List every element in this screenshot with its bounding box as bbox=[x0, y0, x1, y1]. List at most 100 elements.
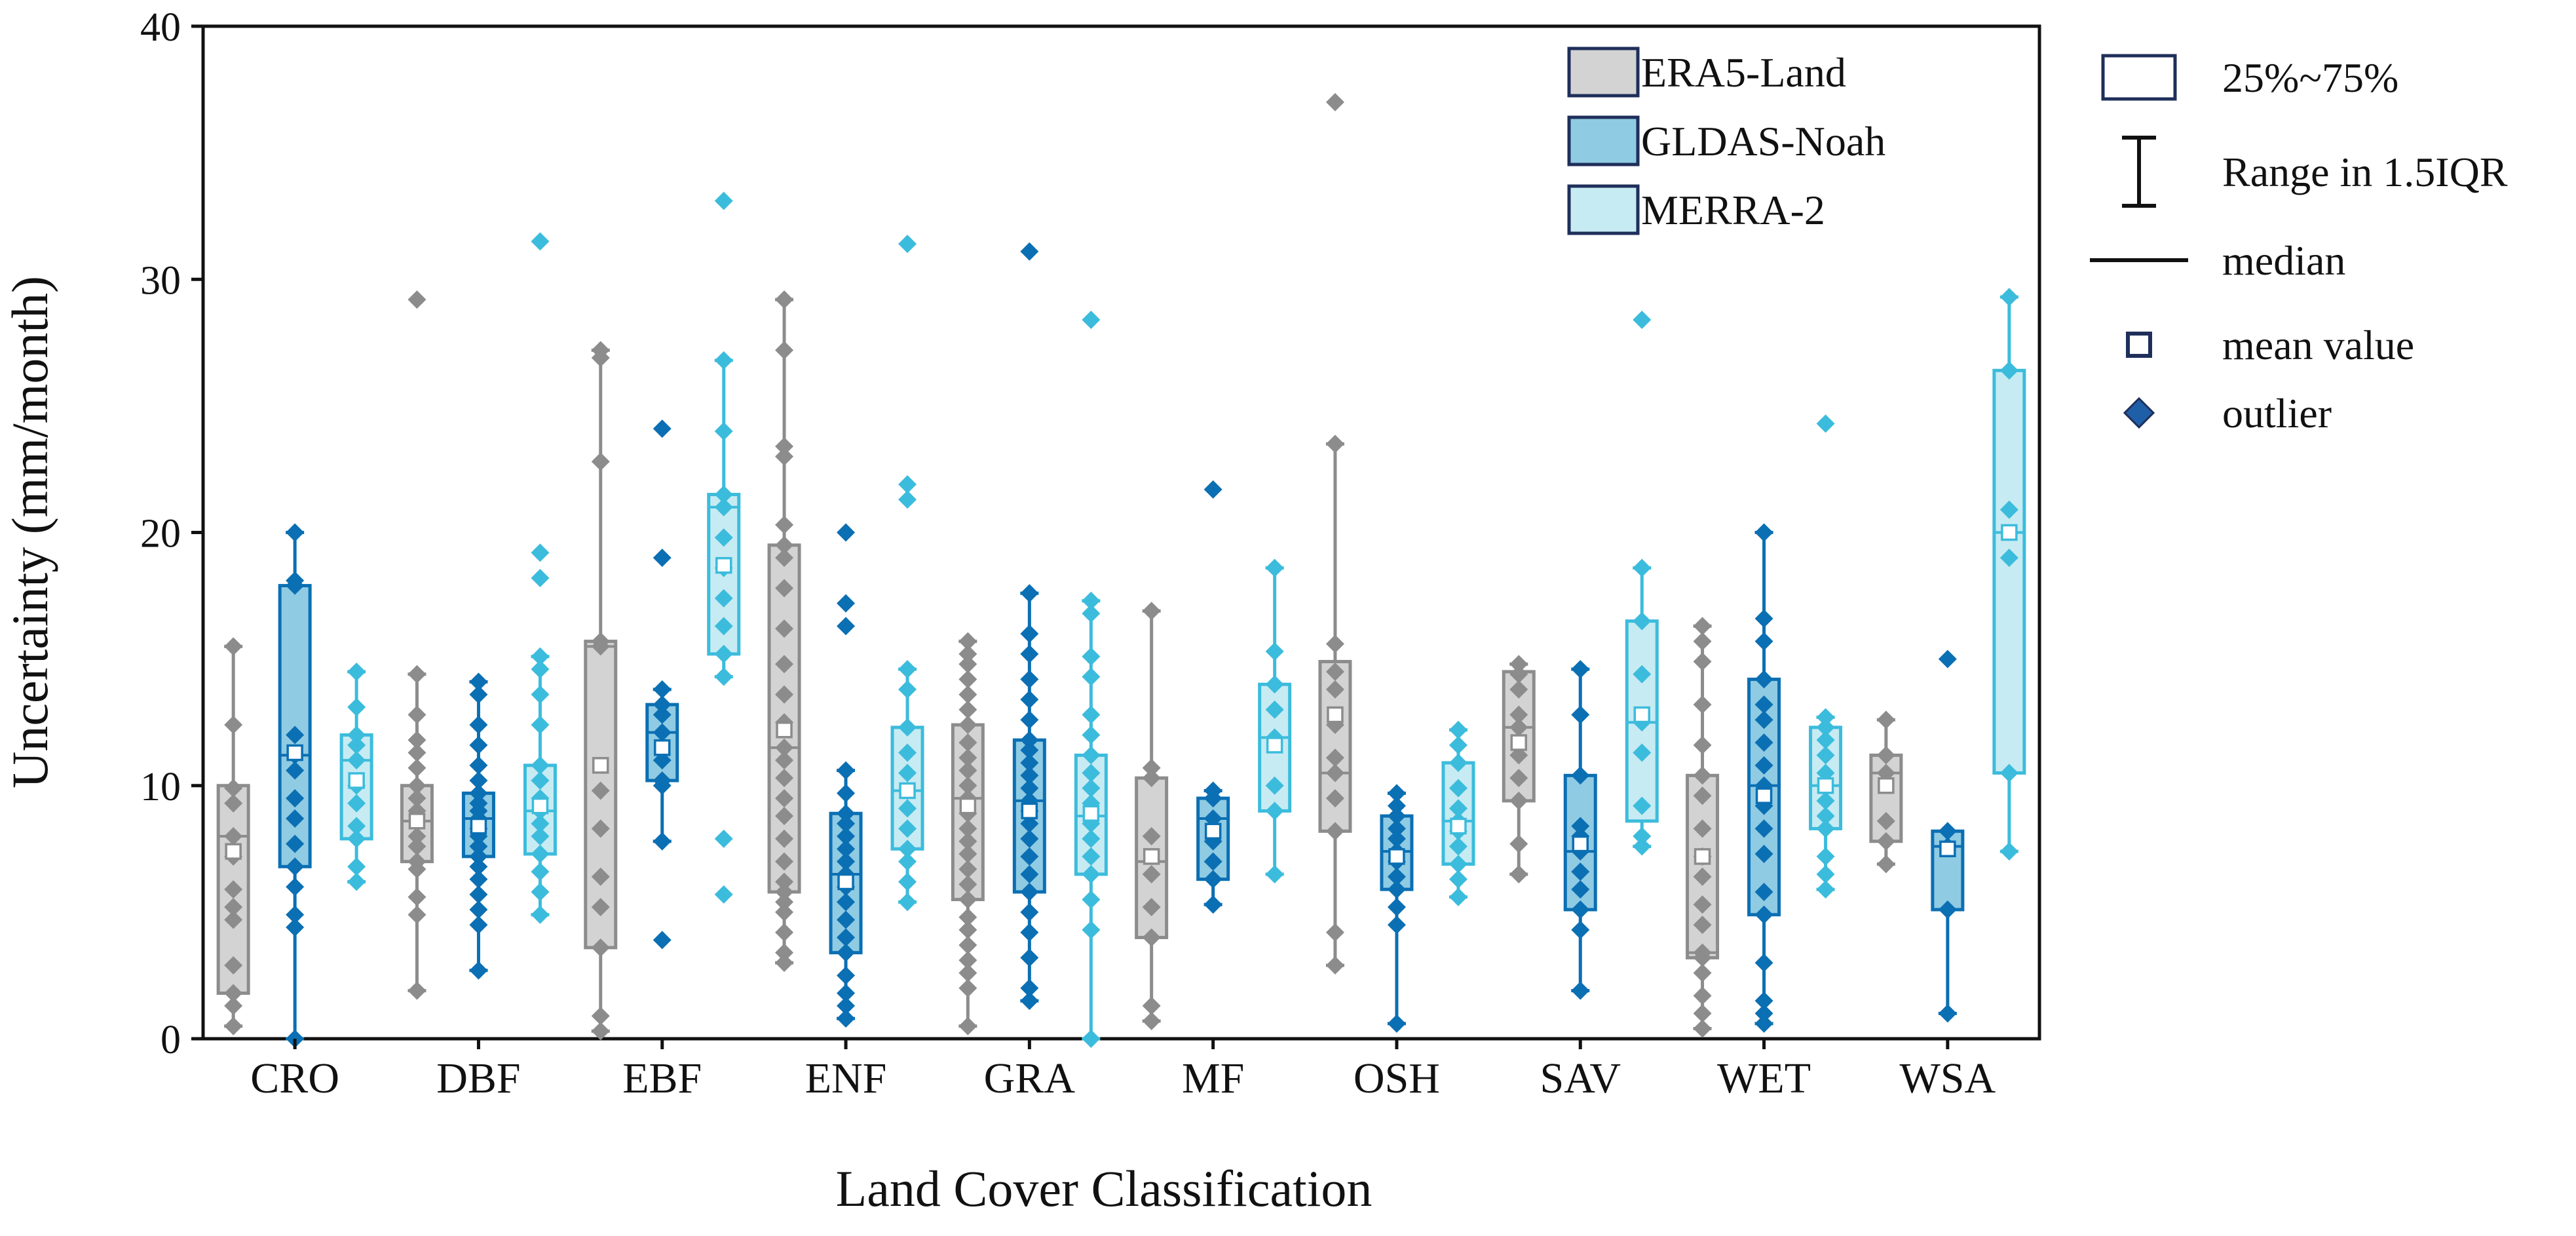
mean-marker bbox=[837, 873, 854, 891]
data-point bbox=[224, 910, 243, 929]
data-point bbox=[653, 705, 672, 724]
data-point bbox=[1571, 766, 1590, 785]
data-point bbox=[775, 619, 794, 638]
box-group bbox=[645, 419, 679, 950]
data-point bbox=[1754, 733, 1773, 752]
box-group bbox=[1502, 655, 1536, 883]
box-group bbox=[1441, 720, 1475, 906]
data-point bbox=[1509, 864, 1528, 883]
data-point bbox=[837, 594, 856, 613]
data-point bbox=[347, 751, 366, 770]
mean-marker bbox=[1450, 817, 1467, 835]
data-point bbox=[775, 807, 794, 826]
x-tick-label: MF bbox=[1182, 1054, 1244, 1102]
data-point bbox=[1633, 558, 1652, 577]
box-group bbox=[1563, 660, 1597, 1000]
data-point bbox=[469, 794, 488, 813]
mean-marker bbox=[592, 757, 609, 774]
box-group bbox=[1686, 617, 1720, 1038]
y-axis-label: Uncertainty (mm/month) bbox=[1, 276, 58, 788]
data-point bbox=[1754, 905, 1773, 924]
data-point bbox=[1203, 895, 1222, 914]
data-point bbox=[775, 882, 794, 901]
box-group bbox=[584, 341, 618, 1041]
data-point bbox=[1265, 675, 1284, 694]
box-group bbox=[1012, 242, 1046, 1011]
data-point bbox=[958, 670, 977, 689]
data-point bbox=[1325, 634, 1344, 653]
data-point bbox=[1571, 900, 1590, 919]
mean-marker bbox=[1388, 848, 1405, 865]
mean-marker bbox=[1266, 737, 1283, 754]
key-box-symbol bbox=[2101, 54, 2177, 101]
data-point bbox=[958, 860, 977, 879]
data-point bbox=[1754, 845, 1773, 864]
data-point bbox=[531, 814, 550, 833]
x-tick-label: WET bbox=[1717, 1054, 1811, 1102]
data-point bbox=[1571, 660, 1590, 679]
data-point bbox=[286, 789, 305, 808]
data-point bbox=[1509, 680, 1528, 699]
data-point bbox=[1387, 880, 1406, 899]
data-point bbox=[714, 422, 733, 440]
key-label: 25%~75% bbox=[2222, 54, 2398, 101]
data-point bbox=[714, 497, 733, 516]
data-point bbox=[531, 845, 550, 864]
box-group bbox=[829, 523, 863, 1028]
data-point bbox=[286, 834, 305, 853]
data-point bbox=[1020, 923, 1039, 942]
key-outlier-symbol bbox=[2123, 396, 2155, 429]
data-point bbox=[775, 437, 794, 456]
data-point bbox=[1020, 864, 1039, 883]
data-point bbox=[531, 827, 550, 845]
data-point bbox=[958, 890, 977, 909]
box-group bbox=[1074, 311, 1108, 1048]
data-point bbox=[898, 763, 917, 782]
box-group bbox=[523, 232, 557, 924]
data-point bbox=[347, 725, 366, 744]
data-point bbox=[469, 685, 488, 704]
data-point bbox=[1449, 735, 1468, 754]
data-point bbox=[1082, 647, 1101, 666]
data-point bbox=[224, 716, 243, 735]
data-point bbox=[224, 956, 243, 975]
mean-marker bbox=[1510, 734, 1527, 751]
box-group bbox=[767, 290, 801, 973]
data-point bbox=[775, 515, 794, 534]
data-point bbox=[224, 794, 243, 813]
data-point bbox=[531, 569, 550, 588]
x-tick-label: GRA bbox=[984, 1054, 1076, 1102]
mean-marker bbox=[1204, 822, 1222, 840]
data-point bbox=[714, 589, 733, 608]
mean-marker bbox=[470, 817, 487, 835]
data-point bbox=[1938, 649, 1957, 668]
data-point bbox=[1203, 781, 1222, 800]
data-point bbox=[1754, 609, 1773, 628]
data-point bbox=[1387, 898, 1406, 917]
data-point bbox=[407, 852, 426, 871]
mean-marker bbox=[1694, 848, 1711, 865]
data-point bbox=[286, 918, 305, 937]
data-point bbox=[469, 735, 488, 754]
data-point bbox=[1387, 867, 1406, 886]
data-point bbox=[1265, 700, 1284, 719]
data-point bbox=[653, 832, 672, 851]
iqr-box bbox=[1992, 368, 2026, 775]
data-point bbox=[958, 936, 977, 955]
data-point bbox=[775, 954, 794, 973]
box-group bbox=[951, 632, 985, 1035]
legend-label: ERA5-Land bbox=[1641, 49, 1846, 96]
data-point bbox=[286, 878, 305, 897]
data-point bbox=[1387, 916, 1406, 935]
data-point bbox=[407, 705, 426, 724]
symbol-key: 25%~75% Range in 1.5IQR median mean value ou… bbox=[2090, 54, 2508, 436]
x-tick-label: CRO bbox=[250, 1054, 339, 1102]
data-point bbox=[714, 885, 733, 904]
data-point bbox=[714, 351, 733, 370]
data-point bbox=[837, 617, 856, 636]
data-point bbox=[1693, 963, 1712, 982]
data-point bbox=[775, 290, 794, 309]
data-point bbox=[775, 789, 794, 808]
data-point bbox=[1754, 523, 1773, 542]
data-point bbox=[1816, 807, 1835, 826]
